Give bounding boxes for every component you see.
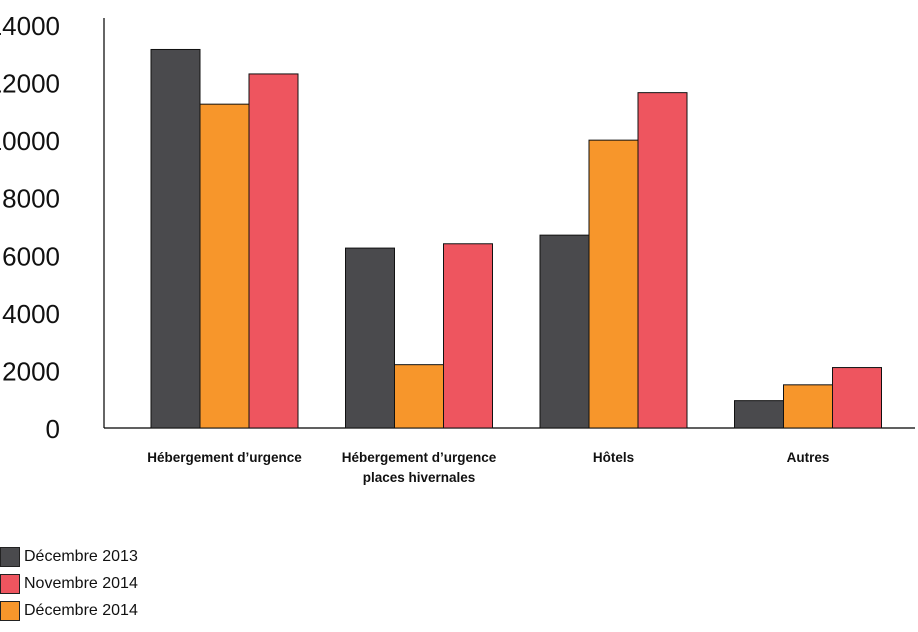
bar — [199, 103, 250, 429]
x-tick-label: Autres — [787, 450, 830, 465]
legend-label: Novembre 2014 — [24, 574, 138, 592]
bar — [588, 139, 639, 429]
x-tick-label: Hébergement d’urgence places hivernales — [342, 450, 497, 485]
y-tick-label: 8000 — [2, 184, 60, 214]
y-tick-label: 12000 — [0, 69, 60, 99]
y-tick-label: 2000 — [2, 356, 60, 386]
legend-item-decembre-2014: Décembre 2014 — [0, 597, 138, 624]
x-tick-label: Hôtels — [593, 450, 634, 465]
bar — [394, 364, 444, 429]
legend: Décembre 2013 Novembre 2014 Décembre 201… — [0, 543, 138, 624]
y-tick-label: 10000 — [0, 126, 60, 156]
y-tick-label: 4000 — [2, 299, 60, 329]
bar — [539, 234, 590, 429]
y-tick-label: 6000 — [2, 241, 60, 271]
bar — [443, 243, 493, 429]
legend-label: Décembre 2014 — [24, 601, 138, 619]
y-tick-label: 14000 — [0, 11, 60, 41]
bar — [637, 92, 688, 429]
bar — [345, 247, 395, 429]
x-tick-label: Hébergement d’urgence — [147, 450, 302, 465]
legend-label: Décembre 2013 — [24, 547, 138, 565]
bar — [783, 384, 833, 429]
bar — [734, 400, 784, 429]
legend-item-novembre-2014: Novembre 2014 — [0, 570, 138, 597]
bar-chart: 0 2000 4000 6000 8000 10000 12000 14000 Hébergem… — [0, 11, 915, 485]
legend-swatch-decembre-2013 — [0, 546, 20, 567]
y-tick-label: 0 — [46, 414, 60, 444]
legend-item-decembre-2013: Décembre 2013 — [0, 543, 138, 570]
bar — [150, 48, 201, 429]
bar — [832, 367, 882, 429]
bar — [248, 73, 299, 429]
legend-swatch-novembre-2014 — [0, 573, 20, 594]
legend-swatch-decembre-2014 — [0, 600, 20, 621]
